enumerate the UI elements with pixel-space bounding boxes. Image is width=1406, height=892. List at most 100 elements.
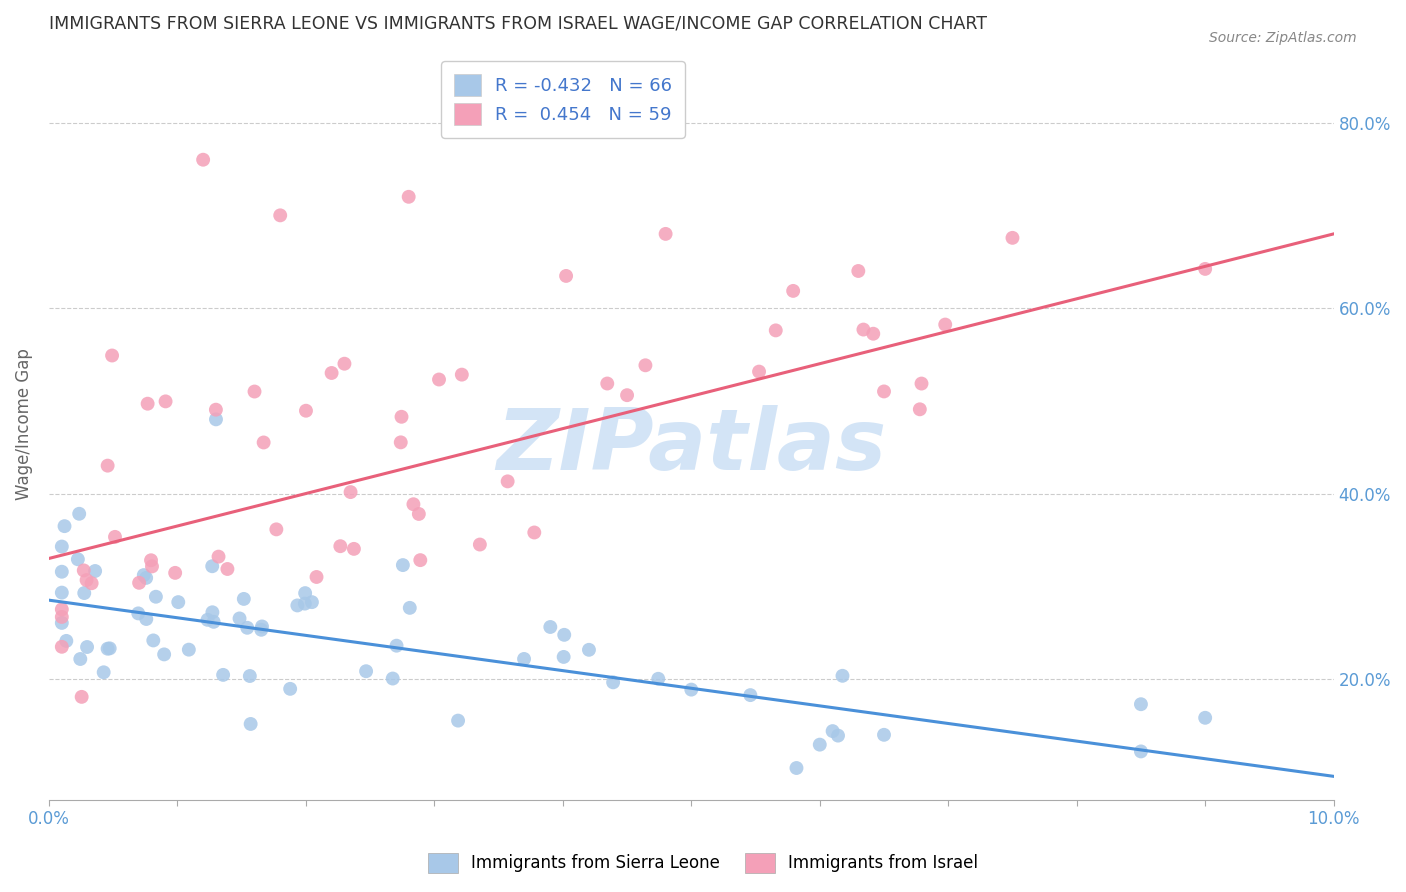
Legend: Immigrants from Sierra Leone, Immigrants from Israel: Immigrants from Sierra Leone, Immigrants… [420, 847, 986, 880]
Point [135, 612, 157, 626]
Point [553, 649, 575, 664]
Point [104, 530, 127, 544]
Point [76, 573, 98, 587]
Point [243, 384, 266, 399]
Point [253, 435, 276, 450]
Point [51, 610, 73, 624]
Point [578, 642, 600, 657]
Point [51, 540, 73, 554]
Point [333, 357, 356, 371]
Point [139, 553, 162, 567]
Point [681, 682, 703, 697]
Point [167, 595, 190, 609]
Point [239, 669, 262, 683]
Point [73, 586, 96, 600]
Point [142, 633, 165, 648]
Text: IMMIGRANTS FROM SIERRA LEONE VS IMMIGRANTS FROM ISRAEL WAGE/INCOME GAP CORRELATI: IMMIGRANTS FROM SIERRA LEONE VS IMMIGRAN… [49, 15, 987, 33]
Point [205, 412, 228, 426]
Point [53, 519, 76, 533]
Point [908, 402, 931, 417]
Point [765, 323, 787, 337]
Point [1129, 744, 1152, 758]
Point [873, 728, 896, 742]
Y-axis label: Wage/Income Gap: Wage/Income Gap [15, 348, 32, 500]
Point [212, 668, 235, 682]
Point [647, 672, 669, 686]
Point [97, 458, 120, 473]
Point [553, 628, 575, 642]
Point [343, 541, 366, 556]
Point [51, 615, 73, 630]
Point [51, 602, 73, 616]
Point [354, 664, 377, 678]
Point [1194, 261, 1216, 276]
Point [392, 558, 415, 573]
Text: Source: ZipAtlas.com: Source: ZipAtlas.com [1209, 31, 1357, 45]
Point [69, 652, 91, 666]
Point [468, 537, 491, 551]
Point [408, 507, 430, 521]
Point [782, 284, 804, 298]
Point [402, 497, 425, 511]
Point [447, 714, 470, 728]
Point [321, 366, 343, 380]
Point [821, 724, 844, 739]
Point [1129, 697, 1152, 711]
Point [197, 613, 219, 627]
Point [76, 640, 98, 654]
Point [51, 565, 73, 579]
Point [55, 633, 77, 648]
Point [191, 153, 214, 167]
Point [141, 559, 163, 574]
Point [232, 591, 254, 606]
Point [217, 562, 239, 576]
Point [846, 264, 869, 278]
Point [93, 665, 115, 680]
Point [616, 388, 638, 402]
Point [339, 485, 361, 500]
Point [207, 549, 229, 564]
Point [128, 575, 150, 590]
Point [398, 190, 420, 204]
Point [873, 384, 896, 399]
Point [654, 227, 676, 241]
Point [305, 570, 328, 584]
Point [67, 507, 90, 521]
Point [66, 552, 89, 566]
Point [201, 605, 224, 619]
Point [155, 394, 177, 409]
Point [80, 576, 103, 591]
Point [127, 607, 149, 621]
Point [132, 568, 155, 582]
Point [278, 681, 301, 696]
Text: ZIPatlas: ZIPatlas [496, 405, 886, 488]
Point [205, 402, 228, 417]
Point [177, 642, 200, 657]
Point [228, 611, 250, 625]
Point [450, 368, 472, 382]
Point [294, 597, 316, 611]
Point [1194, 711, 1216, 725]
Point [145, 590, 167, 604]
Point [97, 641, 120, 656]
Point [385, 639, 408, 653]
Point [301, 595, 323, 609]
Point [827, 729, 849, 743]
Point [153, 648, 176, 662]
Point [934, 318, 956, 332]
Point [748, 365, 770, 379]
Point [381, 672, 404, 686]
Point [269, 208, 291, 222]
Point [523, 525, 546, 540]
Point [831, 669, 853, 683]
Point [496, 475, 519, 489]
Point [98, 641, 121, 656]
Legend: R = -0.432   N = 66, R =  0.454   N = 59: R = -0.432 N = 66, R = 0.454 N = 59 [441, 62, 685, 137]
Point [51, 585, 73, 599]
Point [135, 571, 157, 585]
Point [808, 738, 831, 752]
Point [555, 268, 578, 283]
Point [239, 717, 262, 731]
Point [73, 563, 96, 577]
Point [391, 409, 413, 424]
